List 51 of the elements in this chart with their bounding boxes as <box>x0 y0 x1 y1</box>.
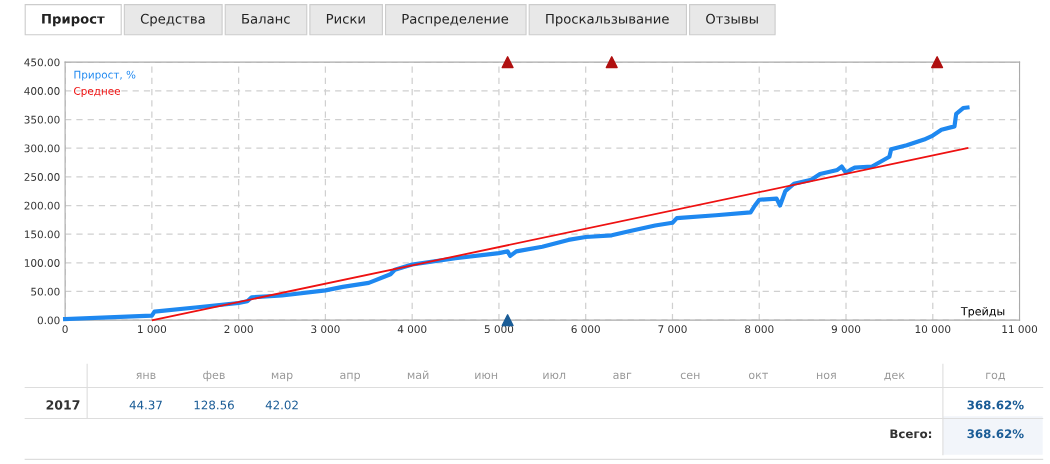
x-tick-label: 11 000 <box>1002 325 1038 334</box>
text: Распределение <box>402 13 509 27</box>
y-tick-label: 200.00 <box>24 201 60 210</box>
y-tick-label: 250.00 <box>24 173 60 181</box>
text: 368.62% <box>967 400 1024 410</box>
y-tick-label: 150.00 <box>24 230 60 239</box>
text: ноя <box>816 372 836 380</box>
text: мар <box>271 372 293 382</box>
text: 2017 <box>46 400 80 410</box>
text: июл <box>543 372 566 380</box>
text: Баланс <box>242 13 290 24</box>
text: Проскальзывание <box>546 13 669 27</box>
text: дек <box>884 372 905 381</box>
text: 42.02 <box>265 400 298 410</box>
x-tick-label: 9 000 <box>831 325 861 334</box>
text: май <box>407 370 429 380</box>
text: янв <box>136 372 156 379</box>
y-tick-label: 50.00 <box>31 287 60 296</box>
text: окт <box>748 372 768 380</box>
text: фев <box>203 370 225 382</box>
y-tick-label: 0.00 <box>37 316 60 325</box>
x-tick-label: 10 000 <box>915 325 951 334</box>
text: 368.62% <box>967 429 1024 439</box>
x-tick-label: 8 000 <box>745 325 774 334</box>
text: апр <box>340 372 361 382</box>
text: Отзывы <box>706 13 758 24</box>
text: Средства <box>140 13 205 27</box>
text: Прирост <box>42 13 105 27</box>
x-tick-label: 0 <box>62 325 68 334</box>
y-tick-label: 100.00 <box>24 259 60 267</box>
x-tick-label: 1 000 <box>138 325 167 334</box>
x-tick-label: 2 000 <box>224 325 253 334</box>
y-tick-label: 400.00 <box>24 87 60 95</box>
y-tick-label: 300.00 <box>24 144 60 153</box>
x-tick-label: 3 000 <box>311 325 340 334</box>
text: сен <box>680 372 700 380</box>
y-tick-label: 350.00 <box>24 115 60 124</box>
text: 128.56 <box>194 400 234 410</box>
text: Всего: <box>890 429 932 439</box>
text: Прирост, % <box>74 70 136 81</box>
x-tick-label: 4 000 <box>397 325 427 334</box>
text: 44.37 <box>129 400 162 410</box>
x-tick-label: 7 000 <box>658 325 687 334</box>
text: авг <box>613 372 632 380</box>
text: год <box>986 372 1005 381</box>
x-axis-title: Трейды <box>960 306 1005 318</box>
text: Риски <box>326 13 365 24</box>
x-tick-label: 6 000 <box>571 325 600 334</box>
text: Среднее <box>74 87 120 97</box>
text: июн <box>475 372 498 380</box>
y-tick-label: 450.00 <box>24 58 60 67</box>
